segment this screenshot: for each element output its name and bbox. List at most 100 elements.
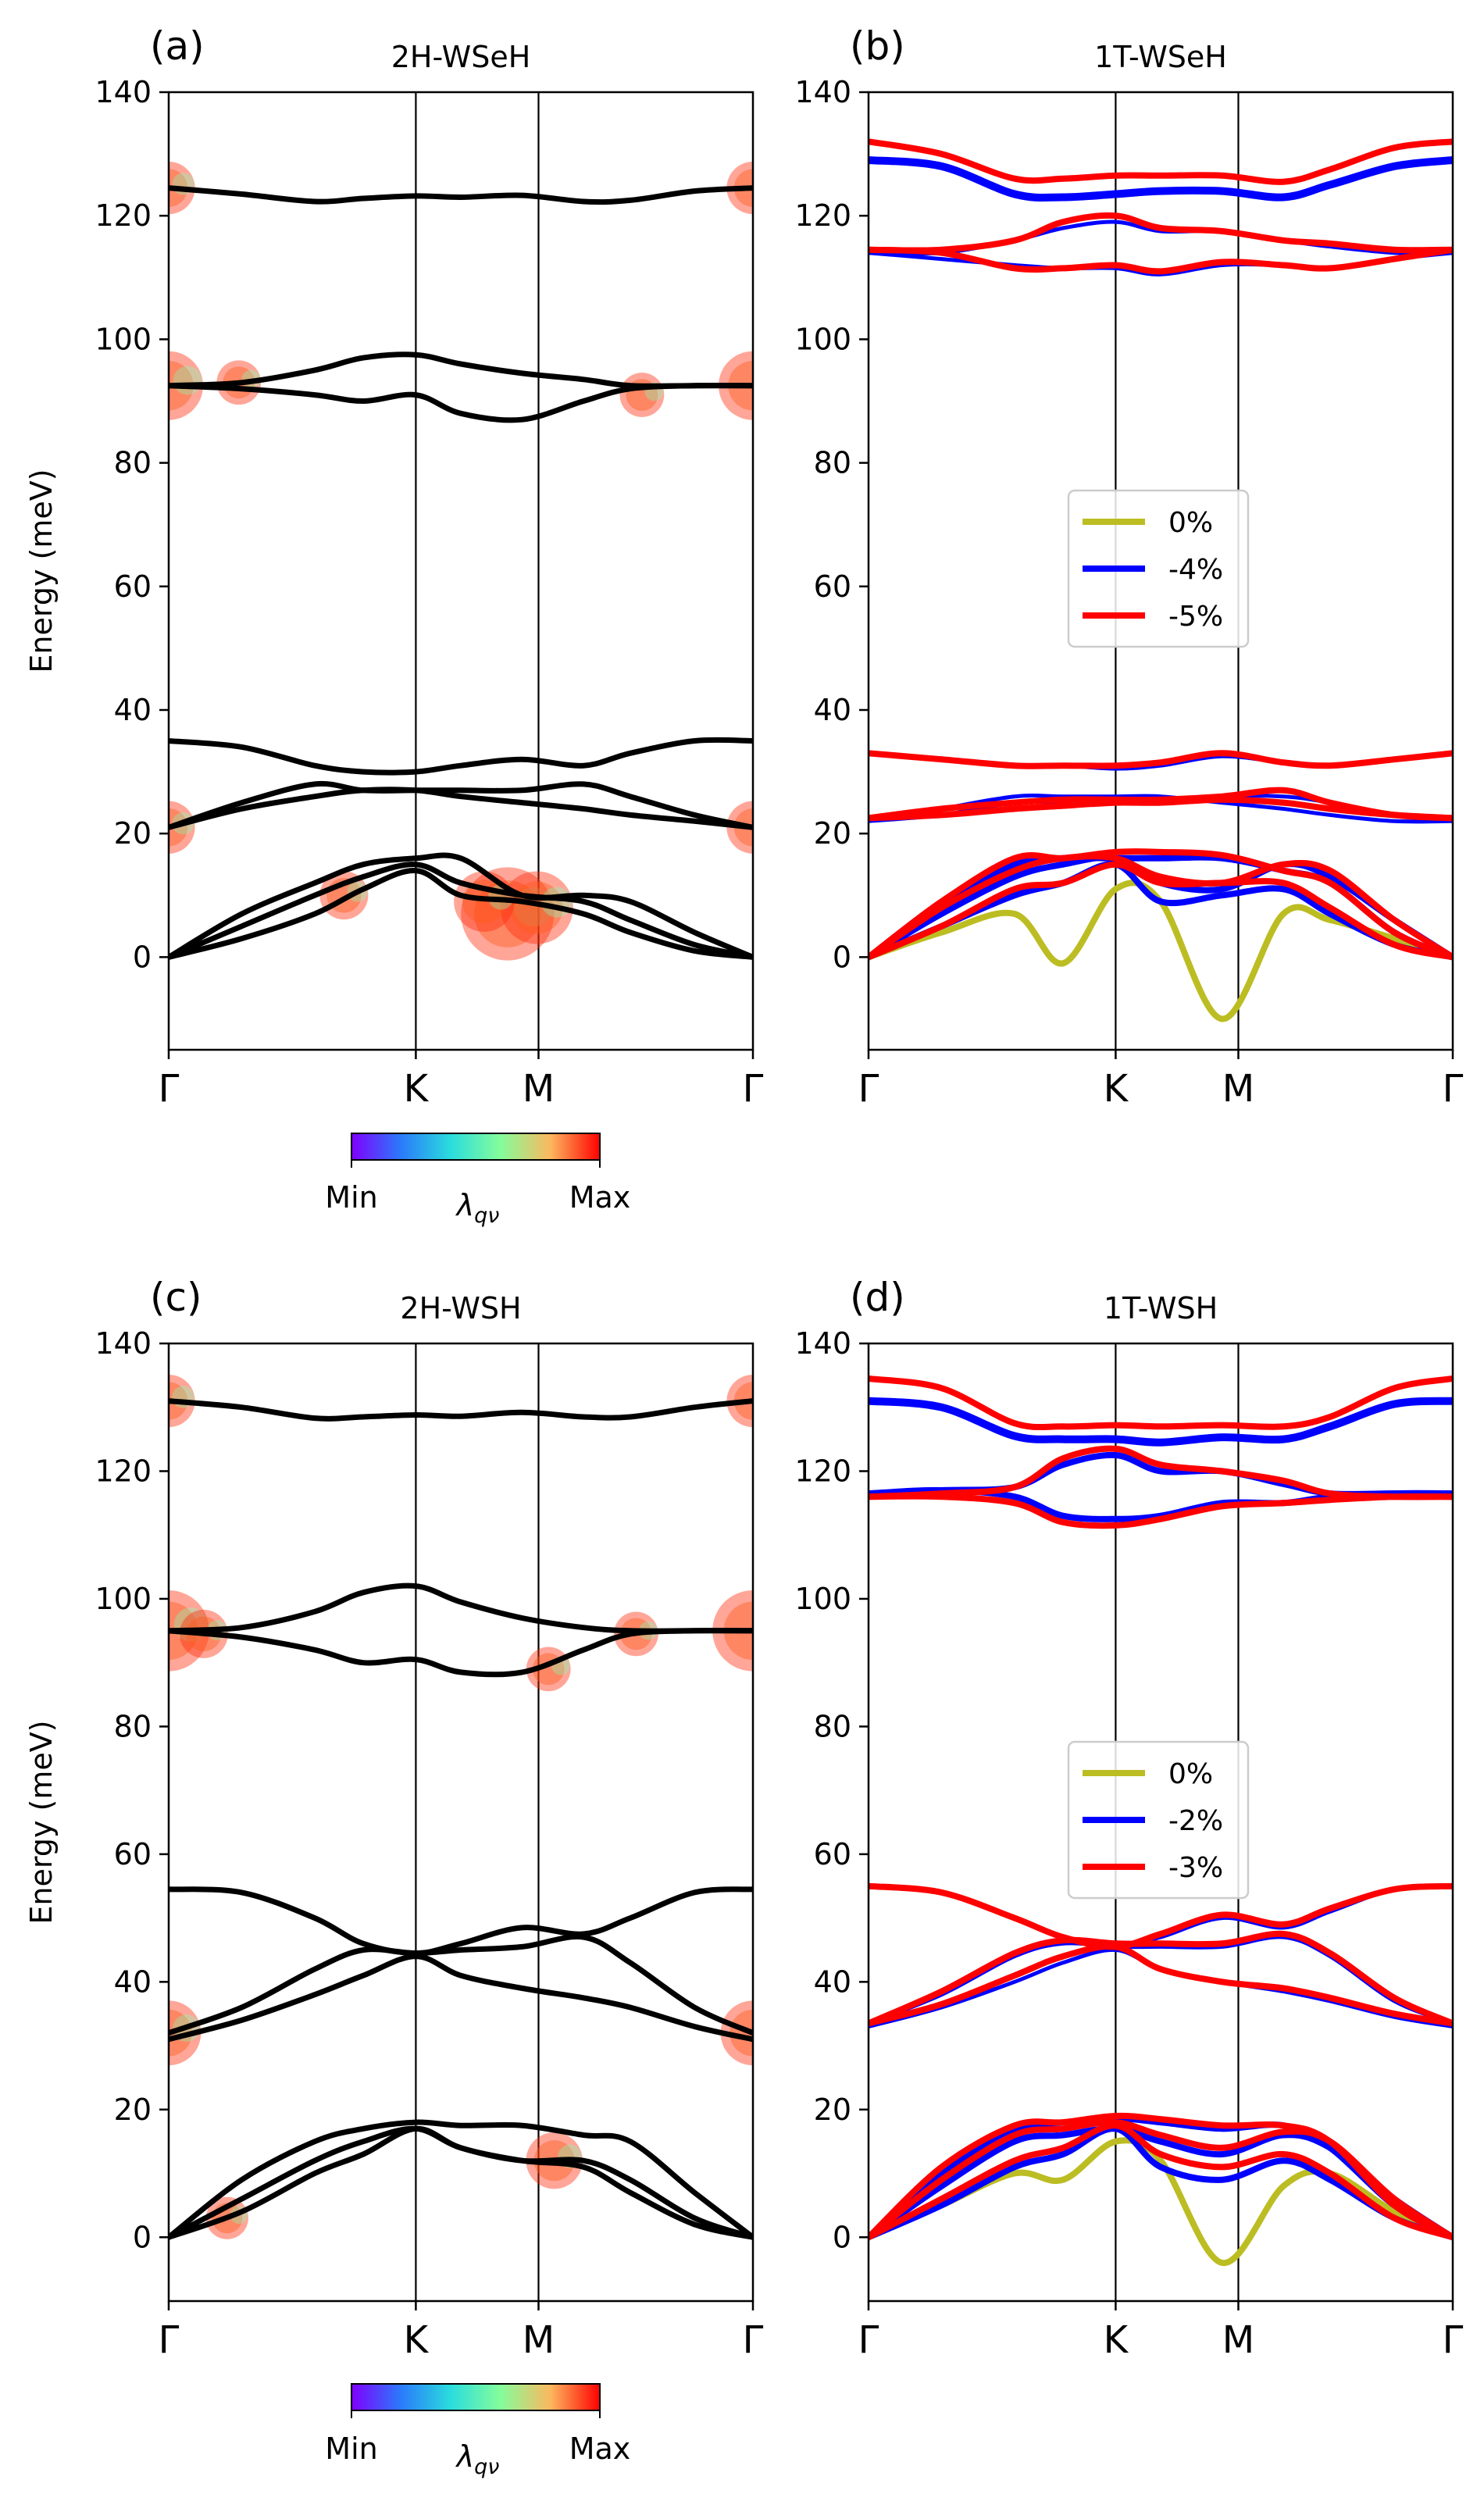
y-axis-d: 0 20 40 60 80 100 120 140 xyxy=(794,1326,869,2254)
y-axis-c: 0 20 40 60 80 100 120 140 xyxy=(95,1326,169,2254)
y-tick-label-a-80: 80 xyxy=(114,446,152,480)
band-line-d-9 xyxy=(869,1397,1453,1447)
plot-area-b xyxy=(869,92,1453,1050)
band-line-b-9 xyxy=(869,156,1453,202)
x-tick-label-b-0: Γ xyxy=(858,1067,879,1111)
y-tick-label-a-40: 40 xyxy=(114,693,152,727)
panel-title-d: 1T-WSH xyxy=(1104,1291,1218,1325)
legend-label-d-0: 0% xyxy=(1168,1758,1213,1790)
legend-box-b xyxy=(1067,489,1250,648)
band-line-a-8 xyxy=(169,185,753,205)
x-tick-label-b-1: K xyxy=(1104,1067,1129,1111)
x-tick-label-d-3: Γ xyxy=(1443,2318,1464,2362)
y-axis-title-c: Energy (meV) xyxy=(24,1720,59,1924)
y-tick-label-d-20: 20 xyxy=(814,2093,851,2127)
y-tick-label-c-0: 0 xyxy=(133,2220,152,2254)
x-tick-label-a-3: Γ xyxy=(743,1067,764,1111)
band-line-a-6 xyxy=(169,382,753,423)
y-tick-label-d-120: 120 xyxy=(794,1454,851,1488)
band-line-c-4 xyxy=(169,1934,753,2036)
band-line-d-10 xyxy=(869,2122,1453,2241)
y-tick-label-b-120: 120 xyxy=(794,198,851,233)
y-tick-label-c-60: 60 xyxy=(114,1837,152,1871)
band-line-c-7 xyxy=(169,1582,753,1634)
band-line-c-0 xyxy=(169,2125,753,2240)
band-line-b-15 xyxy=(869,750,1453,769)
legend-label-d-1: -2% xyxy=(1168,1805,1223,1837)
band-line-b-17 xyxy=(869,212,1453,254)
y-tick-label-a-120: 120 xyxy=(95,198,152,233)
y-tick-label-a-60: 60 xyxy=(114,569,152,604)
y-tick-label-c-80: 80 xyxy=(114,1709,152,1743)
band-line-b-14 xyxy=(869,796,1453,822)
band-line-a-1 xyxy=(169,862,753,960)
colorbar-c: Min Max λqν xyxy=(325,2383,630,2479)
y-tick-label-b-60: 60 xyxy=(814,569,851,604)
colorbar-symbol-a: λqν xyxy=(455,1188,500,1228)
x-tick-label-c-1: K xyxy=(404,2318,430,2362)
y-tick-label-c-40: 40 xyxy=(114,1964,152,1999)
y-tick-label-d-60: 60 xyxy=(814,1837,851,1871)
band-line-b-18 xyxy=(869,138,1453,185)
band-line-d-8 xyxy=(869,1451,1453,1497)
coupling-marker-c-8 xyxy=(720,2000,753,2066)
colorbar-gradient-c xyxy=(351,2383,601,2411)
band-line-b-11 xyxy=(869,853,1453,961)
band-line-d-16 xyxy=(869,1493,1453,1529)
axes-frame-c xyxy=(167,1342,754,2303)
legend-d: 0% -2% -3% xyxy=(1067,1740,1250,1900)
axes-frame-b xyxy=(867,91,1454,1051)
band-line-a-4 xyxy=(169,780,753,830)
colorbar-min-label-a: Min xyxy=(325,1180,377,1215)
x-tick-label-d-1: K xyxy=(1104,2318,1129,2362)
y-tick-label-a-20: 20 xyxy=(114,816,152,851)
panel-label-b: (b) xyxy=(850,23,905,69)
plot-area-a xyxy=(169,92,753,1050)
panel-label-c: (c) xyxy=(150,1275,202,1320)
x-tick-label-d-2: M xyxy=(1222,2318,1254,2362)
colorbar-min-label-c: Min xyxy=(325,2432,377,2466)
axes-frame-a xyxy=(167,91,754,1051)
y-tick-label-a-140: 140 xyxy=(95,75,152,109)
band-line-a-3 xyxy=(169,787,753,830)
panel-label-d: (d) xyxy=(850,1275,905,1320)
band-line-d-18 xyxy=(869,1375,1453,1431)
colorbar-max-label-a: Max xyxy=(569,1180,631,1215)
legend-label-b-1: -4% xyxy=(1168,554,1223,586)
y-tick-label-c-120: 120 xyxy=(95,1454,152,1488)
panel-label-a: (a) xyxy=(150,23,205,69)
legend-b: 0% -4% -5% xyxy=(1067,489,1250,648)
y-tick-label-d-0: 0 xyxy=(833,2220,851,2254)
band-line-d-15 xyxy=(869,1882,1453,1950)
x-tick-label-c-2: M xyxy=(523,2318,555,2362)
band-line-d-12 xyxy=(869,2112,1453,2241)
y-axis-title-a: Energy (meV) xyxy=(24,469,59,673)
band-line-a-0 xyxy=(169,868,753,960)
band-line-c-2 xyxy=(169,2119,753,2240)
panel-title-b: 1T-WSeH xyxy=(1094,40,1227,74)
band-line-b-12 xyxy=(869,848,1453,961)
band-line-d-1 xyxy=(869,2125,1453,2241)
y-tick-label-b-40: 40 xyxy=(814,693,851,727)
y-tick-label-b-80: 80 xyxy=(814,446,851,480)
plot-area-c xyxy=(169,1343,753,2301)
axes-frame-d xyxy=(867,1342,1454,2303)
band-line-a-7 xyxy=(169,351,753,389)
x-tick-label-a-0: Γ xyxy=(159,1067,180,1111)
y-tick-label-b-140: 140 xyxy=(794,75,851,109)
x-tick-label-b-3: Γ xyxy=(1443,1067,1464,1111)
panel-title-c: 2H-WSH xyxy=(400,1291,521,1325)
band-line-c-5 xyxy=(169,1886,753,1957)
colorbar-gradient-a xyxy=(351,1133,601,1161)
panel-title-a: 2H-WSeH xyxy=(391,40,531,74)
legend-box-d xyxy=(1067,1740,1250,1900)
x-tick-label-a-1: K xyxy=(404,1067,430,1111)
band-line-c-1 xyxy=(169,2125,753,2240)
panel-c: (c) 2H-WSH 0 20 40 60 80 100 120 140 Γ K M Γ Energ… xyxy=(24,1275,764,2479)
band-line-d-17 xyxy=(869,1445,1453,1500)
